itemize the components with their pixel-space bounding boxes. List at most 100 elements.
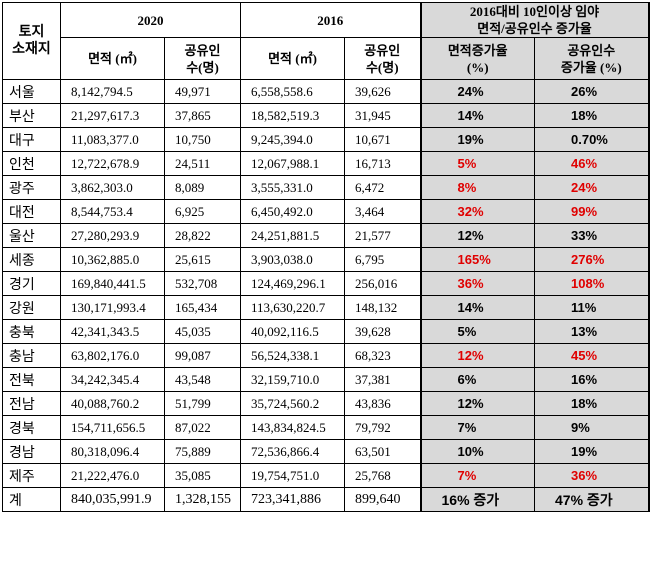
owner-rate-cell: 46% bbox=[533, 151, 650, 176]
region-cell: 인천 bbox=[2, 151, 61, 176]
table-row: 대전 8,544,753.4 6,925 6,450,492.0 3,464 32% 99% bbox=[2, 199, 650, 224]
owners-2020-cell: 8,089 bbox=[164, 175, 241, 200]
table-row: 전북 34,242,345.4 43,548 32,159,710.0 37,381 6%… bbox=[2, 367, 650, 392]
area-2016-cell: 3,903,038.0 bbox=[240, 247, 345, 272]
total-area-2020-cell: 840,035,991.9 bbox=[60, 487, 165, 512]
area-rate-cell: 14% bbox=[419, 295, 535, 320]
region-cell: 대구 bbox=[2, 127, 61, 152]
area-rate-cell: 36% bbox=[419, 271, 535, 296]
area-2020-cell: 80,318,096.4 bbox=[60, 439, 165, 464]
owner-rate-cell: 13% bbox=[533, 319, 650, 344]
table-row: 대구 11,083,377.0 10,750 9,245,394.0 10,671 19%… bbox=[2, 127, 650, 152]
land-ownership-table: 토지 소재지 2020 2016 2016대비 10인이상 임야 면적/공유인수… bbox=[2, 2, 650, 512]
owner-rate-cell: 24% bbox=[533, 175, 650, 200]
area-2020-cell: 21,222,476.0 bbox=[60, 463, 165, 488]
region-header: 토지 소재지 bbox=[2, 2, 61, 80]
owner-rate-cell: 108% bbox=[533, 271, 650, 296]
area-rate-cell: 12% bbox=[419, 343, 535, 368]
table-wrapper: 토지 소재지 2020 2016 2016대비 10인이상 임야 면적/공유인수… bbox=[2, 2, 650, 512]
year-2016-header: 2016 bbox=[240, 2, 421, 38]
owners-2020-cell: 6,925 bbox=[164, 199, 241, 224]
area-rate-cell: 32% bbox=[419, 199, 535, 224]
area-2020-cell: 130,171,993.4 bbox=[60, 295, 165, 320]
table-row: 전남 40,088,760.2 51,799 35,724,560.2 43,836 12… bbox=[2, 391, 650, 416]
area-2016-cell: 24,251,881.5 bbox=[240, 223, 345, 248]
area-2016-cell: 72,536,866.4 bbox=[240, 439, 345, 464]
owner-rate-cell: 16% bbox=[533, 367, 650, 392]
area-rate-header: 면적증가율 (%) bbox=[419, 37, 535, 80]
table-row: 세종 10,362,885.0 25,615 3,903,038.0 6,795 165%… bbox=[2, 247, 650, 272]
table-row: 충남 63,802,176.0 99,087 56,524,338.1 68,323 12… bbox=[2, 343, 650, 368]
area-2020-cell: 8,142,794.5 bbox=[60, 79, 165, 104]
area-2016-cell: 40,092,116.5 bbox=[240, 319, 345, 344]
area-2020-cell: 12,722,678.9 bbox=[60, 151, 165, 176]
area-2016-header: 면적 (㎡) bbox=[240, 37, 345, 80]
total-owners-2016-cell: 899,640 bbox=[344, 487, 421, 512]
owners-2020-cell: 28,822 bbox=[164, 223, 241, 248]
area-2016-cell: 56,524,338.1 bbox=[240, 343, 345, 368]
area-rate-cell: 7% bbox=[419, 415, 535, 440]
area-rate-cell: 24% bbox=[419, 79, 535, 104]
region-cell: 광주 bbox=[2, 175, 61, 200]
owner-rate-cell: 11% bbox=[533, 295, 650, 320]
area-rate-cell: 7% bbox=[419, 463, 535, 488]
owners-2016-cell: 68,323 bbox=[344, 343, 421, 368]
table-body: 서울 8,142,794.5 49,971 6,558,558.6 39,626 24% 2… bbox=[2, 79, 650, 488]
increase-header: 2016대비 10인이상 임야 면적/공유인수 증가율 bbox=[419, 2, 650, 38]
area-2020-cell: 21,297,617.3 bbox=[60, 103, 165, 128]
area-2016-cell: 143,834,824.5 bbox=[240, 415, 345, 440]
table-row: 서울 8,142,794.5 49,971 6,558,558.6 39,626 24% 2… bbox=[2, 79, 650, 104]
owner-rate-cell: 0.70% bbox=[533, 127, 650, 152]
owners-2020-cell: 49,971 bbox=[164, 79, 241, 104]
total-row: 계 840,035,991.9 1,328,155 723,341,886 89… bbox=[2, 487, 650, 512]
owner-rate-cell: 18% bbox=[533, 103, 650, 128]
owner-rate-cell: 276% bbox=[533, 247, 650, 272]
area-rate-cell: 12% bbox=[419, 391, 535, 416]
area-2020-cell: 3,862,303.0 bbox=[60, 175, 165, 200]
region-cell: 대전 bbox=[2, 199, 61, 224]
region-cell: 강원 bbox=[2, 295, 61, 320]
table-row: 부산 21,297,617.3 37,865 18,582,519.3 31,945 14… bbox=[2, 103, 650, 128]
area-2020-cell: 40,088,760.2 bbox=[60, 391, 165, 416]
owners-2016-cell: 16,713 bbox=[344, 151, 421, 176]
owners-2016-header: 공유인 수(명) bbox=[344, 37, 421, 80]
table-row: 울산 27,280,293.9 28,822 24,251,881.5 21,577 12… bbox=[2, 223, 650, 248]
total-owners-2020-cell: 1,328,155 bbox=[164, 487, 241, 512]
area-2020-header: 면적 (㎡) bbox=[60, 37, 165, 80]
table-row: 충북 42,341,343.5 45,035 40,092,116.5 39,628 5%… bbox=[2, 319, 650, 344]
area-2016-cell: 12,067,988.1 bbox=[240, 151, 345, 176]
owners-2016-cell: 6,795 bbox=[344, 247, 421, 272]
table-row: 경북 154,711,656.5 87,022 143,834,824.5 79,792… bbox=[2, 415, 650, 440]
area-2016-cell: 18,582,519.3 bbox=[240, 103, 345, 128]
owners-2020-cell: 165,434 bbox=[164, 295, 241, 320]
table-row: 광주 3,862,303.0 8,089 3,555,331.0 6,472 8% 24% bbox=[2, 175, 650, 200]
region-cell: 서울 bbox=[2, 79, 61, 104]
owners-2016-cell: 21,577 bbox=[344, 223, 421, 248]
owner-rate-cell: 19% bbox=[533, 439, 650, 464]
region-cell: 전북 bbox=[2, 367, 61, 392]
region-cell: 울산 bbox=[2, 223, 61, 248]
owner-rate-cell: 36% bbox=[533, 463, 650, 488]
owner-rate-header: 공유인수 증가율 (%) bbox=[533, 37, 650, 80]
region-cell: 경북 bbox=[2, 415, 61, 440]
table-row: 경남 80,318,096.4 75,889 72,536,866.4 63,501 10… bbox=[2, 439, 650, 464]
area-2020-cell: 63,802,176.0 bbox=[60, 343, 165, 368]
area-rate-cell: 8% bbox=[419, 175, 535, 200]
owners-2016-cell: 37,381 bbox=[344, 367, 421, 392]
owners-2020-cell: 87,022 bbox=[164, 415, 241, 440]
total-area-rate-cell: 16% 증가 bbox=[419, 487, 535, 512]
area-2016-cell: 113,630,220.7 bbox=[240, 295, 345, 320]
region-cell: 세종 bbox=[2, 247, 61, 272]
owner-rate-cell: 99% bbox=[533, 199, 650, 224]
total-owner-rate-cell: 47% 증가 bbox=[533, 487, 650, 512]
area-rate-cell: 6% bbox=[419, 367, 535, 392]
owners-2020-cell: 532,708 bbox=[164, 271, 241, 296]
owners-2016-cell: 148,132 bbox=[344, 295, 421, 320]
area-2020-cell: 10,362,885.0 bbox=[60, 247, 165, 272]
owners-2020-cell: 37,865 bbox=[164, 103, 241, 128]
area-2016-cell: 3,555,331.0 bbox=[240, 175, 345, 200]
owners-2016-cell: 6,472 bbox=[344, 175, 421, 200]
year-2020-header: 2020 bbox=[60, 2, 241, 38]
region-cell: 부산 bbox=[2, 103, 61, 128]
area-2016-cell: 9,245,394.0 bbox=[240, 127, 345, 152]
